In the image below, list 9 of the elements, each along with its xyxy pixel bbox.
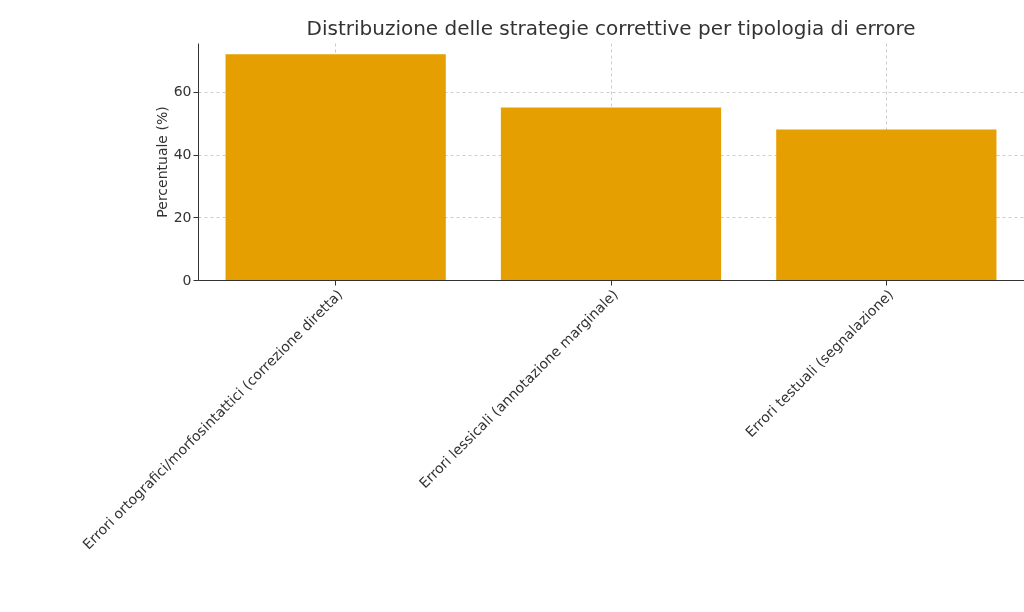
y-tick-label: 0 xyxy=(182,271,192,288)
bar xyxy=(500,107,722,280)
y-tick-label: 20 xyxy=(173,208,192,225)
y-tick-label: 40 xyxy=(173,146,192,163)
y-tick-label: 60 xyxy=(173,83,192,100)
chart-title: Distribuzione delle strategie correttive per tipologia di errore xyxy=(306,16,916,40)
bar xyxy=(225,54,446,280)
y-axis-title: Percentuale (%) xyxy=(153,106,170,218)
bar xyxy=(776,129,997,280)
